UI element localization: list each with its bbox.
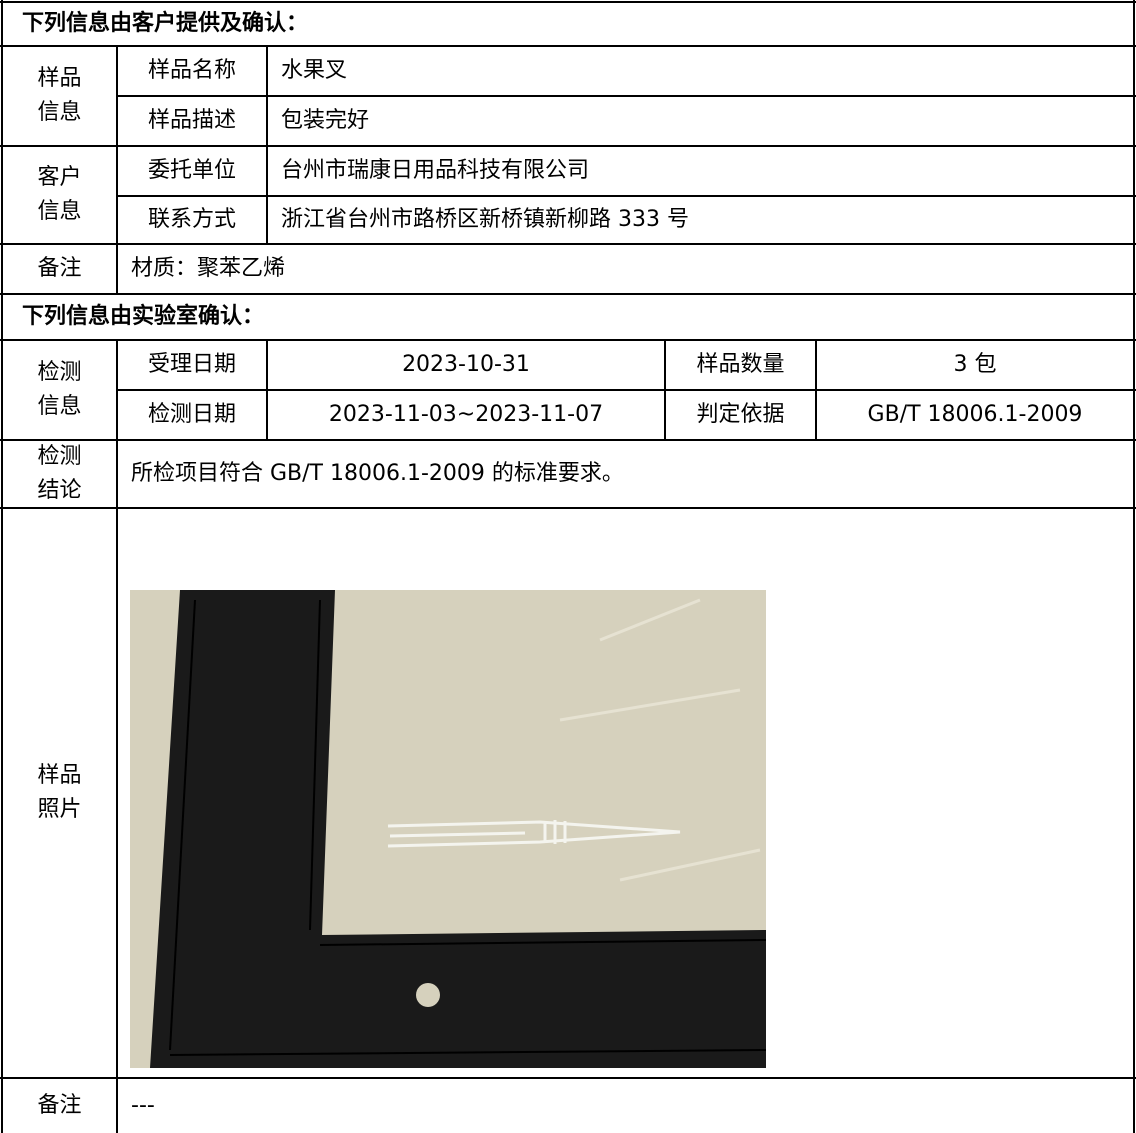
sample-photo [130,590,767,1068]
field-value-cell: 水果叉 [267,46,1134,96]
field-value: 2023-11-03~2023-11-07 [328,402,604,427]
group-label: 备注 [37,256,82,281]
field-value-cell: 所检项目符合 GB/T 18006.1-2009 的标准要求。 [117,440,1134,508]
field-value-cell: 2023-10-31 [267,340,665,390]
field-label-cell: 样品描述 [117,96,267,146]
field-value-cell: 包装完好 [267,96,1134,146]
field-label: 受理日期 [147,352,236,377]
group-label-cell: 备注 [2,244,117,294]
field-value-cell: 材质：聚苯乙烯 [117,244,1134,294]
field-value: 台州市瑞康日用品科技有限公司 [281,158,590,183]
group-label: 检测信息 [37,360,82,419]
field-label-cell: 联系方式 [117,196,267,244]
field-label-cell: 受理日期 [117,340,267,390]
field-value: 所检项目符合 GB/T 18006.1-2009 的标准要求。 [131,461,624,486]
group-label-cell: 检测信息 [2,340,117,440]
field-label: 委托单位 [147,158,236,183]
group-label: 备注 [37,1092,82,1118]
field-label-cell: 样品数量 [665,340,816,390]
group-label: 样品照片 [37,763,82,822]
group-label: 客户信息 [37,165,82,224]
field-value: 材质：聚苯乙烯 [131,256,286,281]
field-label-cell: 委托单位 [117,146,267,196]
field-label-cell: 样品名称 [117,46,267,96]
field-label-cell: 判定依据 [665,390,816,440]
field-value-cell: 台州市瑞康日用品科技有限公司 [267,146,1134,196]
field-value-cell: --- [117,1078,1134,1133]
field-label: 样品名称 [147,58,236,83]
group-label-cell: 样品照片 [2,508,117,1078]
field-value: 包装完好 [281,108,370,133]
field-label: 联系方式 [147,207,236,232]
field-value: 3 包 [953,352,997,377]
field-label-cell: 检测日期 [117,390,267,440]
group-label: 样品信息 [37,66,82,125]
field-value-cell: 浙江省台州市路桥区新桥镇新柳路 333 号 [267,196,1134,244]
field-label: 样品数量 [696,352,785,377]
group-label-cell: 备注 [2,1078,117,1133]
section-title-cell: 下列信息由实验室确认： [2,294,1134,340]
group-label-cell: 检测结论 [2,440,117,508]
section-title: 下列信息由客户提供及确认： [22,11,309,36]
field-label: 判定依据 [696,402,785,427]
group-label-cell: 样品信息 [2,46,117,146]
field-value-cell: 2023-11-03~2023-11-07 [267,390,665,440]
field-value: 水果叉 [281,58,348,83]
field-value: 2023-10-31 [402,352,530,377]
field-value: GB/T 18006.1-2009 [867,402,1083,427]
field-value: 浙江省台州市路桥区新桥镇新柳路 333 号 [281,207,689,232]
section-title-cell: 下列信息由客户提供及确认： [2,2,1134,46]
group-label: 检测结论 [37,444,82,503]
field-value: --- [131,1092,155,1118]
group-label-cell: 客户信息 [2,146,117,244]
field-label: 检测日期 [147,402,236,427]
field-value-cell: GB/T 18006.1-2009 [816,390,1134,440]
field-label: 样品描述 [147,108,236,133]
section-title: 下列信息由实验室确认： [22,304,265,329]
field-value-cell: 3 包 [816,340,1134,390]
